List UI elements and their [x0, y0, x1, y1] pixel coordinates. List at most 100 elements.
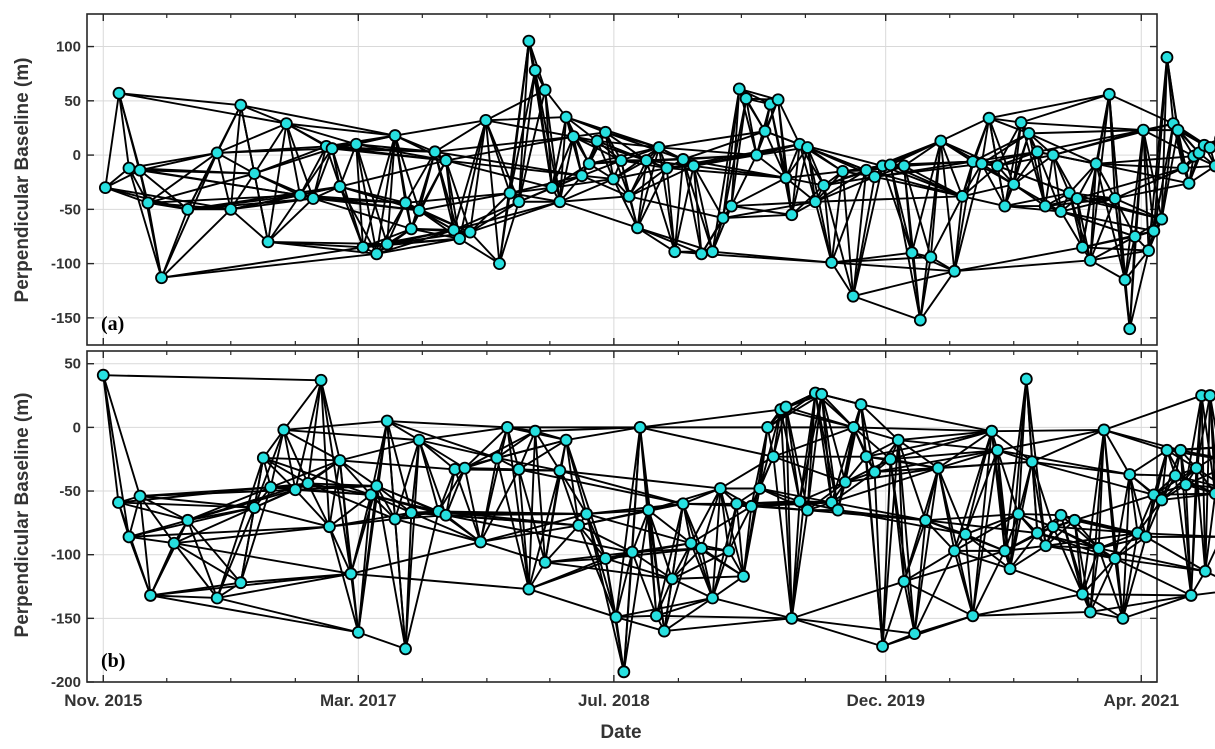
x-tick-label: Mar. 2017 [320, 691, 397, 710]
pair-edge [418, 439, 456, 471]
pair-edge [881, 580, 906, 648]
acquisition-point [725, 199, 738, 213]
pair-edge [700, 487, 722, 550]
pair-edge [690, 487, 722, 545]
pair-edge [1160, 122, 1175, 221]
acquisition-point [522, 34, 536, 48]
acquisition-point [503, 186, 517, 200]
pair-edge [663, 542, 692, 633]
acquisition-point [1076, 587, 1089, 601]
pair-edge [820, 393, 862, 406]
pair-edge [830, 170, 844, 264]
pair-edge [1052, 154, 1098, 165]
pair-edge [971, 593, 1084, 617]
pair-edge [1124, 129, 1145, 281]
pair-edge [830, 261, 956, 273]
pair-edge [253, 122, 288, 175]
pair-edge [1095, 93, 1111, 165]
acquisition-point [210, 591, 224, 605]
pair-edge [517, 430, 537, 471]
pair-edge [730, 205, 793, 216]
pair-edge [929, 195, 964, 259]
acquisition-point [676, 153, 690, 166]
acquisition-point [649, 609, 663, 623]
pair-edge [357, 631, 407, 650]
pair-edge [722, 87, 741, 219]
pair-edge [558, 200, 639, 229]
pair-edge [777, 98, 801, 146]
acquisition-point [876, 639, 889, 653]
pair-edge [730, 200, 817, 208]
acquisition-point [575, 169, 589, 183]
pair-edge [937, 430, 993, 470]
pair-edge [216, 572, 352, 599]
pair-edge [913, 614, 974, 635]
pair-edge [338, 459, 456, 471]
pair-edge [663, 597, 714, 633]
acquisition-point [522, 582, 536, 596]
pair-edge [939, 117, 991, 142]
pair-edge [386, 420, 413, 514]
acquisition-point [1030, 145, 1044, 159]
pair-edge [1028, 132, 1098, 165]
pair-edge [437, 468, 456, 513]
acquisition-point [404, 222, 418, 236]
acquisition-point [580, 507, 593, 521]
acquisition-point [474, 535, 487, 549]
panel-b: 50 0 -50 -100 -150 -200 (b) [51, 350, 1215, 691]
pair-edge [897, 439, 916, 635]
pair-edge [312, 197, 413, 230]
pair-edge [338, 185, 378, 255]
pair-edge [229, 104, 242, 211]
y-tick-label: -100 [51, 547, 81, 564]
acquisition-point [761, 420, 775, 434]
pair-edge [639, 426, 775, 458]
pair-edge [282, 428, 309, 485]
acquisition-point [779, 171, 793, 185]
pair-edge [565, 439, 607, 560]
acquisition-point [538, 555, 552, 569]
pair-edge [1060, 210, 1136, 238]
pair-edge [479, 468, 520, 543]
y-tick-label: 100 [56, 39, 81, 56]
pair-edge [852, 164, 884, 298]
pair-edge [964, 533, 1012, 570]
pair-edge [484, 89, 547, 122]
pair-edge [239, 104, 288, 125]
acquisition-point [1083, 605, 1097, 619]
pair-edge [534, 430, 561, 472]
acquisition-point [1102, 87, 1116, 101]
pair-edge [404, 510, 440, 650]
acquisition-point [349, 137, 363, 151]
y-tick-label: -50 [59, 201, 81, 218]
pair-edge [913, 549, 956, 635]
pair-edge [331, 147, 364, 249]
pair-edge [1060, 514, 1100, 550]
y-tick-label: 50 [64, 93, 81, 110]
acquisition-point [306, 192, 320, 205]
acquisition-point [1142, 244, 1156, 257]
pair-edge [1052, 525, 1084, 596]
pair-edge [355, 143, 364, 249]
pair-edge [186, 506, 256, 522]
pair-edge [328, 525, 352, 575]
pair-edge [173, 542, 352, 575]
pair-edge [418, 192, 511, 212]
pair-edge [444, 513, 588, 517]
pair-edge [469, 192, 511, 234]
acquisition-point [122, 530, 136, 544]
pair-edge [484, 119, 501, 265]
pair-edge [873, 449, 999, 473]
pair-edge [671, 577, 714, 599]
pair-edge [160, 252, 378, 279]
acquisition-point [553, 464, 567, 478]
pair-edge [458, 237, 501, 265]
pair-edge [860, 403, 876, 473]
acquisition-point [1046, 148, 1060, 162]
pair-edge [527, 469, 561, 591]
pair-edge [806, 146, 825, 187]
acquisition-point [133, 163, 147, 177]
pair-edge [104, 169, 141, 189]
pair-edge [860, 403, 993, 433]
pair-edge [1136, 493, 1155, 534]
